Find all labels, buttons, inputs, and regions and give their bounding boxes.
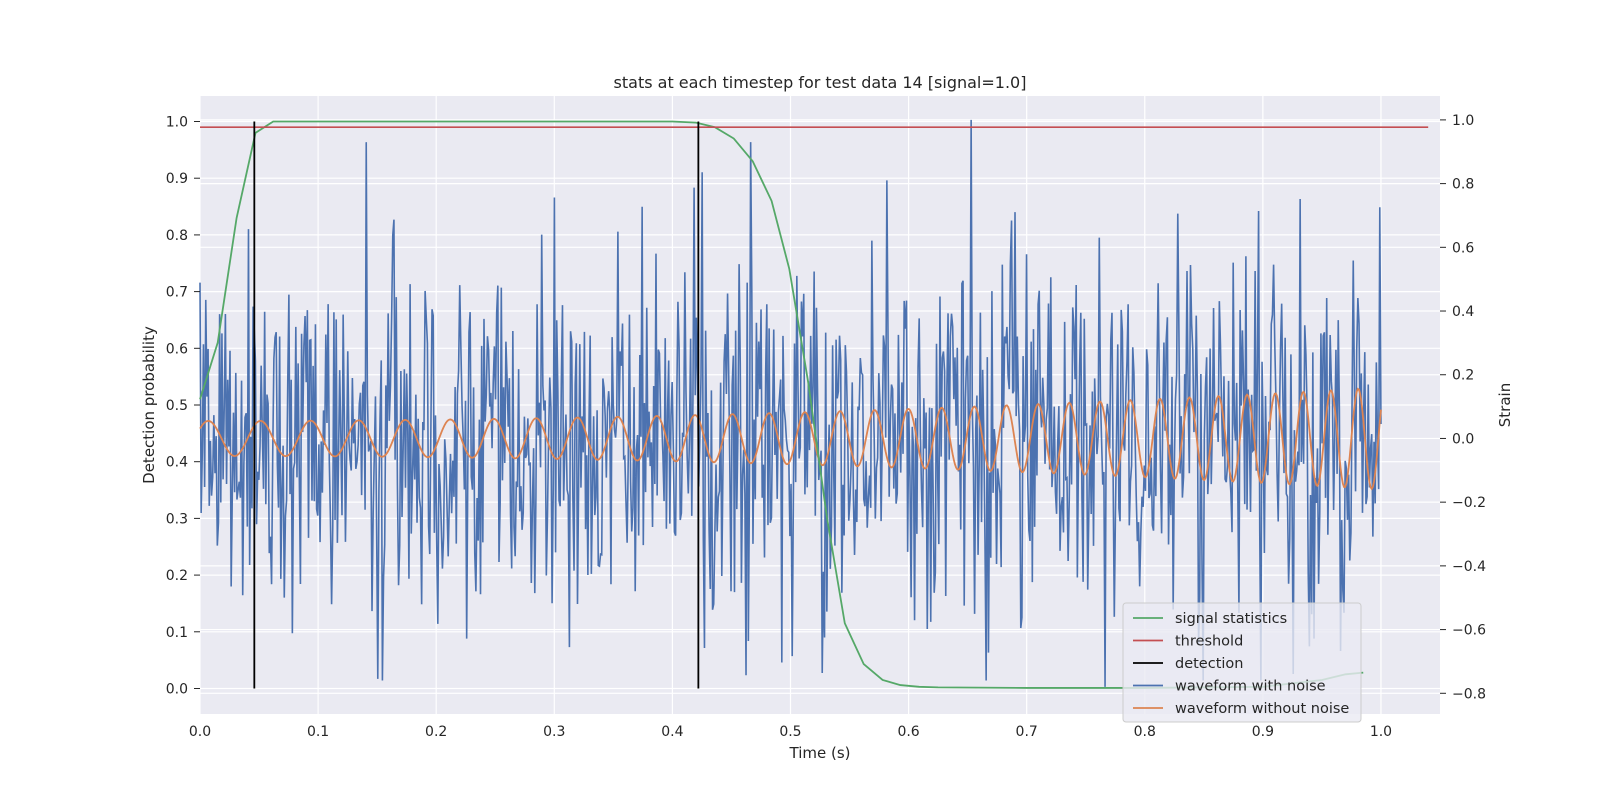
x-tick-label: 0.5 bbox=[779, 724, 801, 740]
x-tick-label: 0.8 bbox=[1134, 724, 1156, 740]
y-right-tick-label: 0.4 bbox=[1452, 304, 1474, 320]
y-right-tick-label: 0.6 bbox=[1452, 240, 1474, 256]
series-signal-statistics bbox=[199, 120, 1364, 689]
y-left-tick-label: 0.4 bbox=[166, 455, 188, 471]
legend-label: waveform without noise bbox=[1175, 701, 1349, 717]
series-waveform-without-noise bbox=[199, 387, 1382, 491]
series-layer bbox=[199, 119, 1429, 689]
y-left-tick-label: 0.7 bbox=[166, 285, 188, 301]
x-tick-label: 0.4 bbox=[661, 724, 683, 740]
y-right-tick-label: 0.8 bbox=[1452, 177, 1474, 193]
legend-label: waveform with noise bbox=[1175, 679, 1326, 695]
legend-label: threshold bbox=[1175, 634, 1243, 650]
x-axis-label: Time (s) bbox=[789, 744, 851, 762]
y-left-tick-label: 0.8 bbox=[166, 228, 188, 244]
y-right-tick-label: 1.0 bbox=[1452, 113, 1474, 129]
tick-labels: 0.0 0.1 0.2 0.3 0.4 0.5 0.6 0.7 0.8 0.9 1.0 0.0 0.1 0… bbox=[166, 113, 1486, 740]
y-left-tick-label: 0.9 bbox=[166, 171, 188, 187]
legend-box bbox=[1122, 602, 1362, 723]
y-right-tick-label: −0.2 bbox=[1452, 495, 1486, 511]
x-tick-label: 0.2 bbox=[425, 724, 447, 740]
y-left-tick-label: 0.0 bbox=[166, 681, 188, 697]
x-tick-label: 0.3 bbox=[543, 724, 565, 740]
y-axis-label-left: Detection probability bbox=[140, 326, 158, 484]
legend-label: detection bbox=[1175, 656, 1243, 672]
x-tick-label: 0.9 bbox=[1252, 724, 1274, 740]
y-right-tick-label: 0.2 bbox=[1452, 368, 1474, 384]
x-tick-label: 0.0 bbox=[189, 724, 211, 740]
legend: signal statistics threshold detection wavef… bbox=[1122, 602, 1362, 723]
y-left-tick-label: 0.6 bbox=[166, 341, 188, 357]
y-right-tick-label: 0.0 bbox=[1452, 431, 1474, 447]
y-left-tick-label: 0.1 bbox=[166, 625, 188, 641]
y-left-tick-label: 1.0 bbox=[166, 115, 188, 131]
x-tick-label: 0.6 bbox=[897, 724, 919, 740]
chart-title: stats at each timestep for test data 14 … bbox=[614, 73, 1027, 92]
y-right-tick-label: −0.4 bbox=[1452, 559, 1486, 575]
y-left-tick-label: 0.3 bbox=[166, 511, 188, 527]
y-right-tick-label: −0.8 bbox=[1452, 686, 1486, 702]
x-tick-label: 0.7 bbox=[1016, 724, 1038, 740]
y-left-tick-label: 0.5 bbox=[166, 398, 188, 414]
legend-label: signal statistics bbox=[1175, 611, 1287, 627]
y-left-tick-label: 0.2 bbox=[166, 568, 188, 584]
y-right-tick-label: −0.6 bbox=[1452, 623, 1486, 639]
x-tick-label: 1.0 bbox=[1370, 724, 1392, 740]
x-tick-label: 0.1 bbox=[307, 724, 329, 740]
y-axis-label-right: Strain bbox=[1496, 383, 1514, 427]
